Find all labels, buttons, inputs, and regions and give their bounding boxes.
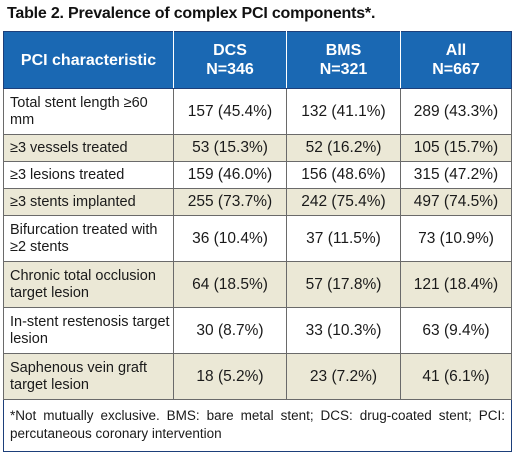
table-row: In-stent restenosis target lesion 30 (8.… [3, 307, 512, 354]
cell-bms: 23 (7.2%) [286, 353, 401, 400]
table-row: Chronic total occlusion target lesion 64… [3, 261, 512, 308]
cell-dcs: 159 (46.0%) [173, 161, 287, 189]
header-bms: BMS N=321 [286, 31, 401, 89]
row-label: ≥3 stents implanted [3, 188, 174, 216]
footnote: *Not mutually exclusive. BMS: bare metal… [3, 399, 512, 452]
cell-bms: 242 (75.4%) [286, 188, 401, 216]
table-row: Total stent length ≥60 mm 157 (45.4%) 13… [3, 88, 512, 135]
cell-dcs: 157 (45.4%) [173, 88, 287, 135]
row-label: ≥3 vessels treated [3, 134, 174, 162]
table-row: ≥3 stents implanted 255 (73.7%) 242 (75.… [3, 188, 512, 216]
footnote-row: *Not mutually exclusive. BMS: bare metal… [3, 399, 512, 452]
cell-dcs: 18 (5.2%) [173, 353, 287, 400]
cell-bms: 52 (16.2%) [286, 134, 401, 162]
cell-dcs: 30 (8.7%) [173, 307, 287, 354]
row-label: In-stent restenosis target lesion [3, 307, 174, 354]
cell-all: 289 (43.3%) [400, 88, 512, 135]
cell-all: 497 (74.5%) [400, 188, 512, 216]
header-characteristic: PCI characteristic [3, 31, 174, 89]
row-label: Chronic total occlusion target lesion [3, 261, 174, 308]
cell-all: 315 (47.2%) [400, 161, 512, 189]
cell-all: 73 (10.9%) [400, 215, 512, 262]
cell-all: 121 (18.4%) [400, 261, 512, 308]
row-label: ≥3 lesions treated [3, 161, 174, 189]
cell-dcs: 64 (18.5%) [173, 261, 287, 308]
header-dcs-label: DCS [213, 42, 247, 59]
header-all-label: All [445, 42, 467, 59]
cell-bms: 156 (48.6%) [286, 161, 401, 189]
header-all: All N=667 [400, 31, 512, 89]
cell-bms: 132 (41.1%) [286, 88, 401, 135]
header-row: PCI characteristic DCS N=346 BMS N=321 A… [3, 31, 512, 89]
table-row: Bifurcation treated with ≥2 stents 36 (1… [3, 215, 512, 262]
cell-bms: 33 (10.3%) [286, 307, 401, 354]
table-row: Saphenous vein graft target lesion 18 (5… [3, 353, 512, 400]
cell-bms: 57 (17.8%) [286, 261, 401, 308]
cell-all: 41 (6.1%) [400, 353, 512, 400]
header-bms-n: N=321 [319, 61, 368, 78]
row-label: Bifurcation treated with ≥2 stents [3, 215, 174, 262]
cell-dcs: 255 (73.7%) [173, 188, 287, 216]
table-caption: Table 2. Prevalence of complex PCI compo… [7, 5, 376, 22]
table-row: ≥3 vessels treated 53 (15.3%) 52 (16.2%)… [3, 134, 512, 162]
row-label: Total stent length ≥60 mm [3, 88, 174, 135]
table-body: Total stent length ≥60 mm 157 (45.4%) 13… [3, 88, 512, 400]
cell-all: 105 (15.7%) [400, 134, 512, 162]
cell-bms: 37 (11.5%) [286, 215, 401, 262]
header-all-n: N=667 [432, 61, 480, 78]
table-footer: *Not mutually exclusive. BMS: bare metal… [3, 399, 512, 452]
table-header: PCI characteristic DCS N=346 BMS N=321 A… [3, 31, 512, 89]
header-dcs: DCS N=346 [173, 31, 287, 89]
prevalence-table: PCI characteristic DCS N=346 BMS N=321 A… [3, 31, 512, 452]
row-label: Saphenous vein graft target lesion [3, 353, 174, 400]
header-bms-label: BMS [325, 42, 362, 59]
cell-all: 63 (9.4%) [400, 307, 512, 354]
table-row: ≥3 lesions treated 159 (46.0%) 156 (48.6… [3, 161, 512, 189]
header-dcs-n: N=346 [206, 61, 254, 78]
cell-dcs: 36 (10.4%) [173, 215, 287, 262]
cell-dcs: 53 (15.3%) [173, 134, 287, 162]
